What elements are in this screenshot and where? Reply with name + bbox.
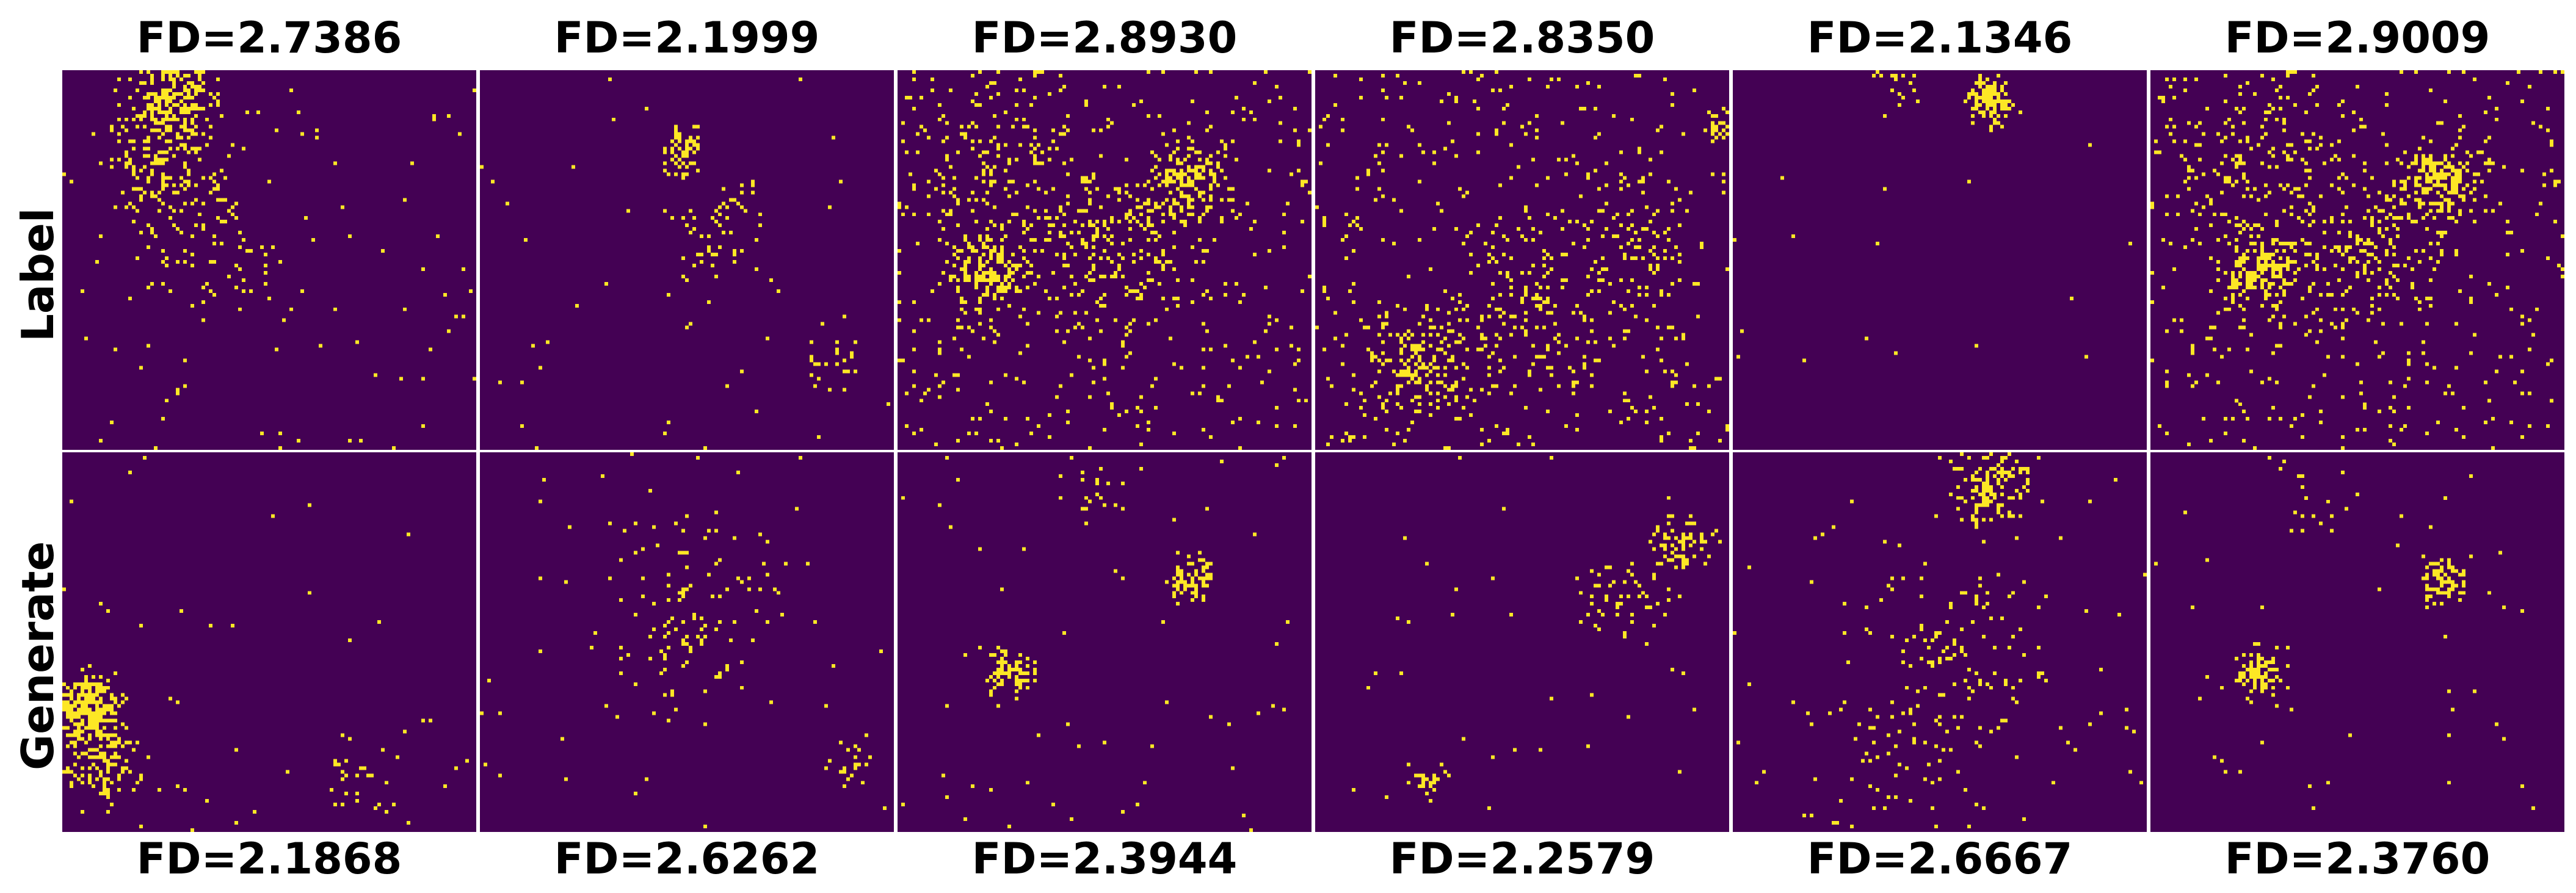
point-map	[2150, 452, 2564, 832]
map-panel-generate-1	[62, 452, 476, 832]
map-panel-generate-2	[480, 452, 894, 832]
fd-label-top-5: FD=2.1346	[1807, 13, 2073, 63]
map-panel-label-2	[480, 70, 894, 450]
fd-label-top-6: FD=2.9009	[2224, 13, 2491, 63]
point-map	[898, 452, 1312, 832]
map-panel-label-6	[2150, 70, 2564, 450]
map-panel-generate-6	[2150, 452, 2564, 832]
map-panel-label-5	[1733, 70, 2147, 450]
fd-label-top-2: FD=2.1999	[554, 13, 820, 63]
point-map	[2150, 70, 2564, 450]
point-map	[898, 70, 1312, 450]
fd-label-top-1: FD=2.7386	[136, 13, 402, 63]
fd-label-bottom-2: FD=2.6262	[554, 834, 820, 884]
point-map	[62, 70, 476, 450]
point-map	[480, 452, 894, 832]
fd-label-top-4: FD=2.8350	[1389, 13, 1655, 63]
fd-label-bottom-4: FD=2.2579	[1389, 834, 1655, 884]
map-panel-generate-3	[898, 452, 1312, 832]
fd-label-bottom-1: FD=2.1868	[136, 834, 402, 884]
map-panel-generate-5	[1733, 452, 2147, 832]
map-panel-label-4	[1315, 70, 1729, 450]
row-label-bottom: Generate	[12, 541, 63, 770]
map-panel-label-1	[62, 70, 476, 450]
point-map	[1315, 452, 1729, 832]
point-map	[1733, 452, 2147, 832]
point-map	[1315, 70, 1729, 450]
fd-label-bottom-6: FD=2.3760	[2224, 834, 2491, 884]
fd-label-bottom-5: FD=2.6667	[1807, 834, 2073, 884]
point-map	[1733, 70, 2147, 450]
map-panel-label-3	[898, 70, 1312, 450]
row-label-top: Label	[12, 208, 63, 342]
fd-label-top-3: FD=2.8930	[971, 13, 1238, 63]
point-map	[62, 452, 476, 832]
point-map	[480, 70, 894, 450]
map-panel-generate-4	[1315, 452, 1729, 832]
fd-label-bottom-3: FD=2.3944	[971, 834, 1238, 884]
